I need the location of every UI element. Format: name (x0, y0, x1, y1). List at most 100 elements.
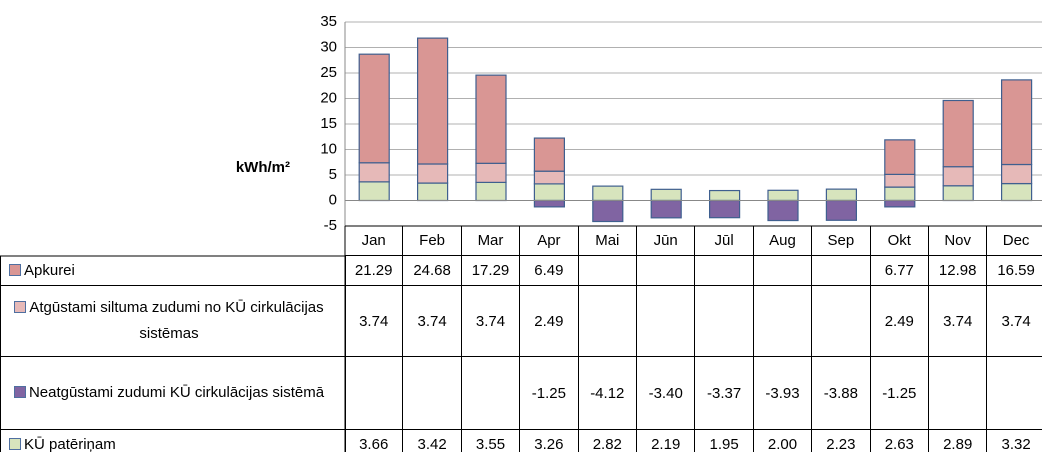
bar-segment (942, 99, 974, 168)
table-cell: 3.74 (987, 286, 1042, 357)
table-cell: 3.74 (461, 286, 521, 357)
table-cell: 2.82 (579, 430, 637, 452)
table-header: Jūl (695, 226, 754, 256)
table-header: Okt (870, 226, 929, 256)
y-tick-label: 35 (320, 13, 337, 30)
table-cell: 21.29 (345, 256, 404, 286)
table-cell: -1.25 (520, 357, 579, 430)
bar-segment (1000, 163, 1033, 185)
legend-entry: KŪ patēriņam (9, 432, 329, 452)
bar-segment (942, 185, 974, 202)
table-cell: 16.59 (987, 256, 1042, 286)
table-cell: 2.19 (637, 430, 696, 452)
legend-label: Neatgūstami zudumi KŪ cirkulācijas sistē… (28, 384, 325, 401)
table-cell (578, 286, 637, 357)
table-cell: 17.29 (461, 256, 521, 286)
table-cell (578, 256, 637, 286)
y-tick-label: 15 (320, 115, 337, 132)
table-header: Feb (403, 226, 462, 256)
table-cell: -4.12 (578, 357, 637, 430)
bar-segment (358, 181, 390, 202)
table-cell: -3.88 (812, 357, 871, 430)
bar-segment (650, 188, 682, 202)
bar-segment (650, 199, 682, 219)
bar-segment (884, 173, 916, 188)
bar-segment (767, 189, 799, 202)
table-cell (695, 286, 754, 357)
legend-row: Apkurei (0, 256, 346, 286)
bar-segment (884, 186, 916, 202)
table-cell (461, 357, 521, 430)
legend-row: Neatgūstami zudumi KŪ cirkulācijas sistē… (0, 357, 346, 430)
bar-segment (533, 183, 566, 202)
bar-segment (533, 137, 566, 172)
y-tick-label: 20 (320, 89, 337, 106)
table-header: Dec (987, 226, 1042, 256)
y-tick-label: 25 (320, 64, 337, 81)
bar-segment (417, 163, 449, 184)
bar-segment (417, 37, 449, 165)
bar-segment (884, 199, 916, 208)
table-header: Nov (929, 226, 988, 256)
bar-segment (1000, 182, 1033, 202)
table-cell: 2.49 (870, 286, 929, 357)
table-cell (637, 286, 696, 357)
table-header: Mar (461, 226, 521, 256)
table-cell: 3.42 (403, 430, 462, 452)
table-cell: 3.32 (987, 430, 1042, 452)
legend-row: KŪ patēriņam (0, 430, 346, 452)
y-tick-label: 10 (320, 140, 337, 157)
table-cell (345, 357, 404, 430)
table-cell: 3.74 (403, 286, 462, 357)
table-header: Sep (812, 226, 871, 256)
y-axis-label: kWh/m² (236, 159, 290, 176)
table-cell (812, 286, 871, 357)
bar-segment (592, 185, 624, 202)
table-cell: 6.49 (520, 256, 579, 286)
bar-segment (533, 170, 566, 185)
table-header: Mai (578, 226, 637, 256)
legend-key (14, 301, 27, 313)
table-cell: 2.23 (812, 430, 871, 452)
legend-key (9, 263, 21, 276)
table-cell: 2.63 (871, 430, 929, 452)
legend-label: Atgūstami siltuma zudumi no KŪ cirkulāci… (29, 299, 324, 342)
table-cell: 3.74 (345, 286, 404, 357)
table-cell: 3.55 (462, 430, 521, 452)
bar-segment (475, 181, 507, 202)
table-cell: -3.37 (695, 357, 754, 430)
legend-entry: Atgūstami siltuma zudumi no KŪ cirkulāci… (9, 295, 329, 347)
bar-segment (884, 139, 916, 175)
y-tick-label: 30 (320, 38, 337, 55)
bar-segment (417, 182, 449, 202)
bar-segment (825, 199, 858, 221)
legend-entry: Apkurei (9, 258, 329, 284)
legend-row: Atgūstami siltuma zudumi no KŪ cirkulāci… (0, 286, 346, 357)
table-header: Jan (345, 226, 404, 256)
table-cell (695, 256, 754, 286)
bar-segment (358, 53, 390, 164)
table-cell: 3.66 (345, 430, 404, 452)
legend-label: Apkurei (24, 261, 75, 279)
bar-segment (708, 189, 741, 202)
table-cell (637, 256, 696, 286)
table-cell: 2.49 (520, 286, 579, 357)
table-header: Apr (520, 226, 579, 256)
y-tick-label: 5 (329, 166, 337, 183)
table-cell (403, 357, 462, 430)
table-header: Jūn (637, 226, 696, 256)
legend-key (9, 437, 21, 450)
y-tick-label: -5 (324, 217, 337, 234)
table-cell: 6.77 (870, 256, 929, 286)
legend-label: KŪ patēriņam (24, 435, 116, 452)
table-cell: 12.98 (929, 256, 988, 286)
table-cell: -3.93 (753, 357, 813, 430)
table-cell: 2.89 (929, 430, 988, 452)
legend-key (13, 386, 26, 398)
bar-segment (358, 162, 390, 183)
bar-segment (767, 199, 799, 222)
table-cell (753, 286, 813, 357)
table-cell: 24.68 (403, 256, 462, 286)
